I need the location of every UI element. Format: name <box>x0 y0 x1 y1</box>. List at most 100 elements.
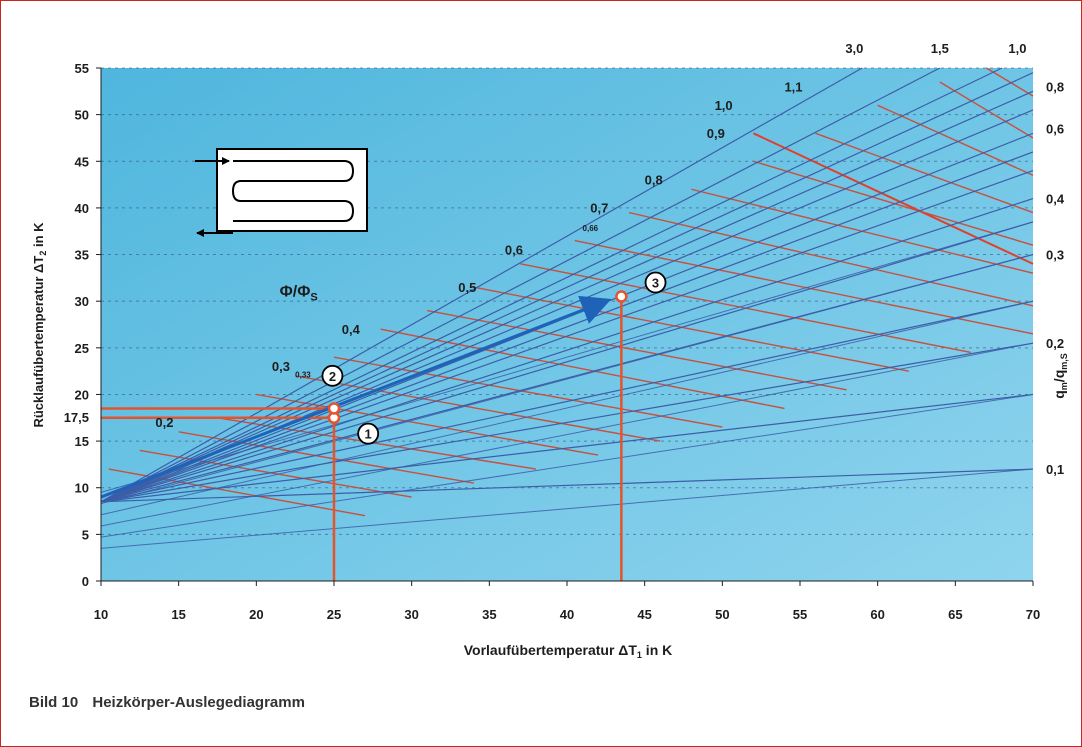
red-isoline <box>295 375 661 442</box>
red-isoline <box>939 81 1034 139</box>
point-badge <box>357 422 380 445</box>
point-marker <box>327 402 341 415</box>
x-tick-label: 45 <box>637 607 651 622</box>
flow-ratio-tick: 0,4 <box>1046 192 1065 207</box>
flow-ratio-tick: 0,6 <box>1046 122 1064 137</box>
flow-ratio-tick: 1,5 <box>931 41 949 56</box>
blue-fan-line <box>100 72 1034 503</box>
blue-fan-lines <box>100 67 1034 549</box>
phi-ratio-label: 0,9 <box>707 126 725 141</box>
blue-fan-line <box>100 393 1034 538</box>
curve-labels: 0,20,30,330,40,50,60,660,70,80,91,01,1Φ/… <box>155 41 1064 477</box>
phi-ratio-label: 0,2 <box>155 415 173 430</box>
red-isoline <box>217 417 537 470</box>
x-tick-label: 35 <box>482 607 496 622</box>
x-tick-label: 10 <box>94 607 108 622</box>
x-tick-label: 25 <box>327 607 341 622</box>
y-tick-label: 35 <box>75 248 89 263</box>
phi-ratio-label: 0,66 <box>583 224 599 233</box>
y-tick-label: 25 <box>75 341 89 356</box>
point-label: 1 <box>365 427 372 442</box>
phi-ratio-label: 0,3 <box>272 359 290 374</box>
flow-ratio-tick: 1,0 <box>1008 41 1026 56</box>
point-badge <box>321 364 344 387</box>
blue-fan-line <box>100 67 1003 503</box>
radiator-icon <box>195 148 368 237</box>
blue-fan-line <box>100 67 941 503</box>
flow-ratio-tick: 0,1 <box>1046 462 1064 477</box>
blue-fan-line <box>100 67 863 503</box>
phi-ratio-label: 1,0 <box>715 98 733 113</box>
red-isoline <box>473 286 909 372</box>
blue-fan-line <box>100 221 1034 493</box>
y-tick-label: 30 <box>75 294 89 309</box>
y-tick-label: 20 <box>75 387 89 402</box>
flow-ratio-tick: 0,8 <box>1046 80 1064 95</box>
red-isoline <box>877 104 1034 176</box>
x-tick-label: 50 <box>715 607 729 622</box>
blue-fan-line <box>100 468 1034 503</box>
phi-ratio-label: 1,1 <box>784 79 802 94</box>
flow-ratio-tick: 0,3 <box>1046 248 1064 263</box>
red-isoline <box>986 67 1034 97</box>
point-badge <box>644 271 667 294</box>
figure-title: Heizkörper-Auslegediagramm <box>92 694 305 711</box>
figure-number: Bild 10 <box>29 694 79 711</box>
y-tick-label: 5 <box>82 527 89 542</box>
x-tick-label: 30 <box>404 607 418 622</box>
red-isoline <box>333 356 723 428</box>
phi-ratio-label: 0,5 <box>458 280 476 295</box>
phi-ratio-label: 0,6 <box>505 243 523 258</box>
blue-fan-line <box>100 151 1034 503</box>
x-tick-label: 55 <box>793 607 807 622</box>
y-tick-label: 10 <box>75 481 89 496</box>
blue-fan-line <box>100 90 1034 503</box>
blue-fan-line <box>100 198 1034 503</box>
red-highlight-line <box>752 132 1034 265</box>
blue-fan-line <box>100 254 1034 505</box>
phi-ratio-label: 0,8 <box>645 173 663 188</box>
blue-fan-line <box>100 300 1034 516</box>
flow-ratio-tick: 3,0 <box>845 41 863 56</box>
phi-ratio-label: 0,7 <box>590 201 608 216</box>
y-tick-label: 50 <box>75 108 89 123</box>
red-isoline <box>753 160 1034 246</box>
y-tick-label: 45 <box>75 154 89 169</box>
y-tick-label: 15 <box>75 434 89 449</box>
y-tick-label: 0 <box>82 574 89 589</box>
flow-ratio-tick: 0,2 <box>1046 336 1064 351</box>
phi-ratio-label: 0,4 <box>342 322 361 337</box>
phi-ratio-title: Φ/ΦS <box>280 284 318 304</box>
blue-fan-line <box>100 221 1034 503</box>
point-label: 3 <box>652 276 659 291</box>
blue-fan-line <box>100 342 1034 503</box>
operating-point-arrow <box>100 295 612 499</box>
figure-caption: Bild 10 Heizkörper-Auslegediagramm <box>29 694 315 711</box>
phi-ratio-label: 0,33 <box>295 371 311 380</box>
blue-fan-line <box>100 170 1034 503</box>
point-marker <box>615 290 628 303</box>
x-tick-label: 15 <box>171 607 185 622</box>
x-tick-label: 65 <box>948 607 962 622</box>
x-tick-label: 20 <box>249 607 263 622</box>
blue-fan-line <box>100 393 1034 503</box>
blue-fan-line <box>100 468 1034 549</box>
flow-ratio-title: qm/qm,S <box>1051 353 1069 399</box>
arrow <box>100 295 612 499</box>
plot-area <box>101 68 1033 581</box>
y-axis-title: Rücklaufübertemperatur ΔT2 in K <box>31 222 48 428</box>
x-axis-title: Vorlaufübertemperatur ΔT1 in K <box>464 642 673 660</box>
axes: 10 15 20 25 30 35 40 45 50 55 60 65 7005101520253035… <box>64 61 1041 622</box>
red-isoline <box>427 309 847 391</box>
x-tick-label: 60 <box>870 607 884 622</box>
y-tick-label-extra: 17,5 <box>64 410 89 425</box>
y-tick-label: 40 <box>75 201 89 216</box>
x-tick-label: 40 <box>560 607 574 622</box>
marked-points: 1 2 3 <box>321 271 667 445</box>
blue-fan-line <box>100 300 1034 503</box>
construction-lines <box>101 296 623 581</box>
heizkoerper-diagram: 1 2 3 0,2 0,3 0,33 0,4 0,5 0,6 0,66 0,7 0,8 0,9 1,0 1… <box>31 41 1069 660</box>
y-tick-label: 55 <box>75 61 89 76</box>
blue-fan-line <box>100 342 1034 527</box>
